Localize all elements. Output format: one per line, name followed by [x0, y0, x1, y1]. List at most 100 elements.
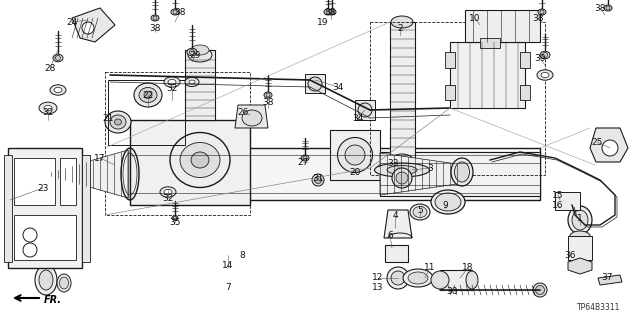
- Ellipse shape: [572, 210, 588, 230]
- Text: 23: 23: [37, 183, 49, 193]
- Ellipse shape: [408, 272, 428, 284]
- Polygon shape: [380, 153, 457, 195]
- Ellipse shape: [188, 48, 212, 62]
- Text: 33: 33: [387, 158, 399, 167]
- Ellipse shape: [570, 231, 590, 241]
- Text: 12: 12: [372, 274, 384, 283]
- Ellipse shape: [410, 204, 430, 220]
- Ellipse shape: [540, 51, 550, 59]
- Ellipse shape: [191, 45, 209, 55]
- Ellipse shape: [160, 187, 176, 197]
- Ellipse shape: [115, 119, 122, 125]
- Ellipse shape: [60, 277, 68, 289]
- Polygon shape: [590, 128, 628, 162]
- Circle shape: [189, 50, 195, 54]
- Polygon shape: [130, 148, 540, 200]
- Text: 25: 25: [591, 138, 603, 147]
- Ellipse shape: [164, 77, 180, 87]
- Polygon shape: [598, 275, 622, 285]
- Ellipse shape: [54, 87, 62, 92]
- Text: 11: 11: [424, 263, 436, 273]
- Polygon shape: [440, 270, 472, 290]
- Polygon shape: [385, 245, 408, 262]
- Text: 4: 4: [392, 211, 398, 220]
- Ellipse shape: [301, 155, 309, 161]
- Ellipse shape: [377, 162, 427, 174]
- Text: TP64B3311: TP64B3311: [577, 303, 620, 312]
- Text: 34: 34: [352, 114, 364, 123]
- Ellipse shape: [568, 206, 592, 234]
- Ellipse shape: [604, 5, 612, 11]
- Polygon shape: [390, 22, 415, 160]
- Ellipse shape: [308, 77, 322, 91]
- Ellipse shape: [454, 162, 470, 182]
- Ellipse shape: [187, 48, 197, 56]
- Polygon shape: [235, 105, 268, 128]
- Ellipse shape: [171, 9, 179, 15]
- Ellipse shape: [144, 92, 152, 99]
- Ellipse shape: [44, 105, 52, 111]
- Circle shape: [173, 10, 177, 14]
- Ellipse shape: [139, 87, 157, 102]
- Text: 19: 19: [317, 18, 329, 27]
- Ellipse shape: [387, 267, 409, 289]
- Ellipse shape: [374, 163, 429, 177]
- Ellipse shape: [337, 138, 372, 172]
- Ellipse shape: [537, 70, 553, 80]
- Ellipse shape: [180, 142, 220, 178]
- Circle shape: [540, 10, 544, 14]
- Ellipse shape: [314, 177, 321, 183]
- Text: 38: 38: [324, 7, 336, 17]
- Text: 39: 39: [534, 53, 546, 62]
- Text: 27: 27: [298, 157, 308, 166]
- Ellipse shape: [403, 269, 433, 287]
- Ellipse shape: [391, 154, 413, 166]
- Ellipse shape: [50, 85, 66, 95]
- Ellipse shape: [451, 158, 473, 186]
- Text: 30: 30: [446, 287, 458, 297]
- Ellipse shape: [35, 265, 57, 295]
- Polygon shape: [568, 258, 592, 274]
- Ellipse shape: [312, 174, 324, 186]
- Text: 17: 17: [94, 154, 106, 163]
- Text: 32: 32: [163, 194, 173, 203]
- Polygon shape: [4, 155, 12, 262]
- Text: 22: 22: [142, 91, 154, 100]
- Ellipse shape: [53, 54, 63, 62]
- Ellipse shape: [105, 111, 131, 133]
- Polygon shape: [555, 192, 580, 210]
- Text: 38: 38: [532, 13, 544, 22]
- Text: 6: 6: [387, 230, 393, 239]
- Circle shape: [606, 6, 610, 10]
- Ellipse shape: [185, 77, 199, 86]
- Circle shape: [543, 52, 547, 58]
- Text: 7: 7: [225, 284, 231, 292]
- Polygon shape: [185, 50, 215, 120]
- Text: 10: 10: [469, 13, 481, 22]
- Polygon shape: [14, 215, 76, 260]
- Ellipse shape: [345, 145, 365, 165]
- Text: 35: 35: [169, 218, 180, 227]
- Ellipse shape: [57, 274, 71, 292]
- Text: 3: 3: [427, 164, 433, 172]
- Text: 36: 36: [564, 251, 576, 260]
- Ellipse shape: [431, 190, 465, 214]
- Text: 16: 16: [552, 201, 564, 210]
- Ellipse shape: [396, 172, 408, 184]
- Ellipse shape: [151, 15, 159, 21]
- Ellipse shape: [172, 216, 178, 220]
- Ellipse shape: [170, 132, 230, 188]
- Polygon shape: [60, 158, 76, 205]
- Polygon shape: [450, 42, 525, 108]
- Text: 28: 28: [44, 63, 56, 73]
- Polygon shape: [520, 52, 530, 68]
- Text: 9: 9: [442, 201, 448, 210]
- Ellipse shape: [391, 16, 413, 28]
- Ellipse shape: [168, 79, 176, 84]
- Ellipse shape: [358, 103, 372, 117]
- Ellipse shape: [164, 189, 172, 195]
- Ellipse shape: [538, 9, 546, 15]
- Polygon shape: [51, 150, 128, 198]
- Text: 26: 26: [237, 108, 249, 116]
- Ellipse shape: [134, 83, 162, 107]
